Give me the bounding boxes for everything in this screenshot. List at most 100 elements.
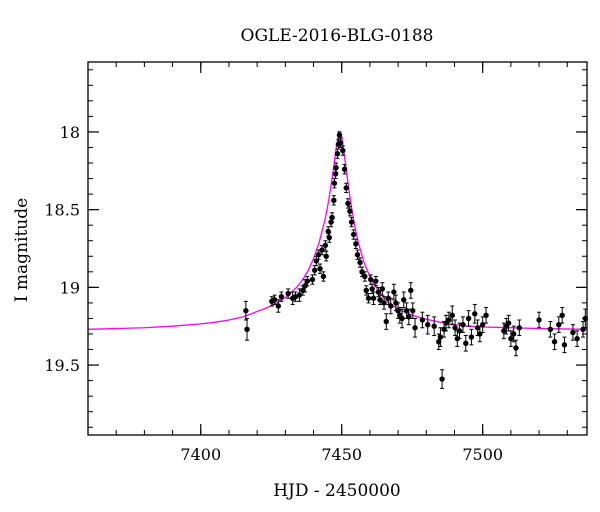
data-point — [419, 317, 426, 323]
y-tick-label: 18 — [60, 123, 80, 142]
x-axis-label: HJD - 2450000 — [273, 481, 401, 501]
data-point — [348, 219, 355, 225]
data-point — [452, 325, 458, 331]
data-point — [574, 335, 580, 342]
data-point — [334, 150, 341, 157]
y-axis-label: I magnitude — [12, 198, 32, 302]
data-point — [399, 315, 405, 322]
data-point — [244, 326, 250, 333]
data-point — [385, 295, 391, 301]
data-point — [465, 315, 472, 322]
data-point — [439, 376, 445, 382]
data-point — [370, 295, 377, 301]
data-point — [353, 241, 359, 247]
data-point — [373, 278, 379, 284]
data-point — [460, 321, 466, 328]
y-tick-label: 19.5 — [44, 356, 80, 375]
data-point — [425, 321, 431, 328]
data-point — [388, 303, 394, 309]
data-point — [551, 339, 558, 345]
data-point — [322, 242, 329, 249]
data-point — [513, 345, 519, 351]
data-point — [483, 312, 489, 319]
data-point — [271, 297, 278, 303]
data-point — [463, 340, 469, 347]
data-point — [410, 307, 416, 314]
data-point — [511, 331, 517, 337]
data-point — [505, 320, 512, 326]
data-point — [368, 276, 374, 283]
data-point — [369, 286, 375, 292]
data-point — [516, 325, 523, 331]
data-point — [536, 317, 542, 323]
data-point — [315, 252, 322, 258]
data-point — [336, 132, 343, 138]
plot-area: 7400 7450 7500 18 18.5 19 19.5 — [44, 62, 589, 464]
data-point — [454, 335, 461, 342]
data-point — [337, 140, 344, 146]
data-point — [556, 321, 562, 328]
data-point — [365, 295, 372, 301]
data-point — [319, 247, 325, 253]
data-point — [501, 328, 507, 334]
plot-frame — [87, 61, 588, 436]
data-point — [561, 342, 568, 348]
y-tick-label: 19 — [60, 278, 80, 297]
data-point — [468, 334, 475, 340]
data-point — [406, 314, 412, 320]
data-point — [570, 329, 576, 336]
data-point — [472, 311, 478, 317]
data-point — [345, 200, 351, 207]
data-point — [431, 323, 437, 329]
data-point — [363, 287, 369, 294]
data-point — [243, 307, 249, 314]
data-point — [559, 312, 565, 319]
data-point — [331, 180, 338, 186]
data-point — [317, 266, 323, 272]
data-point — [408, 287, 414, 294]
data-point — [354, 252, 361, 258]
data-point — [320, 273, 327, 280]
data-point — [412, 325, 418, 331]
data-point — [362, 273, 368, 280]
data-point — [331, 197, 337, 204]
data-point — [302, 283, 308, 289]
data-point — [449, 312, 455, 319]
data-point — [347, 208, 353, 214]
x-tick-label: 7500 — [462, 445, 503, 464]
data-point — [446, 317, 452, 323]
data-point — [341, 166, 348, 172]
data-point — [381, 300, 387, 306]
data-point — [296, 292, 303, 298]
model-curve — [88, 130, 587, 330]
x-tick-label: 7400 — [180, 445, 221, 464]
data-point — [479, 321, 486, 328]
data-point — [359, 269, 365, 275]
data-point — [508, 335, 514, 342]
data-point — [333, 164, 339, 171]
data-point — [278, 293, 285, 300]
data-point — [285, 290, 291, 297]
data-point — [401, 297, 407, 303]
data-point — [379, 286, 386, 292]
data-point — [350, 231, 357, 238]
data-point — [383, 318, 389, 325]
data-point — [456, 328, 463, 334]
data-point — [437, 334, 444, 340]
data-point — [275, 303, 281, 309]
data-point — [391, 289, 397, 295]
data-point — [326, 234, 333, 241]
x-tick-label: 7450 — [321, 445, 362, 464]
data-point — [323, 253, 329, 259]
data-point — [547, 326, 554, 333]
data-point — [377, 297, 383, 303]
data-point — [343, 185, 349, 191]
y-tick-label: 18.5 — [44, 201, 80, 220]
data-point — [357, 259, 363, 266]
data-point — [340, 147, 346, 154]
data-point — [309, 276, 316, 283]
data-point — [393, 300, 399, 306]
data-point — [329, 214, 335, 221]
chart-title: OGLE-2016-BLG-0188 — [241, 26, 434, 46]
